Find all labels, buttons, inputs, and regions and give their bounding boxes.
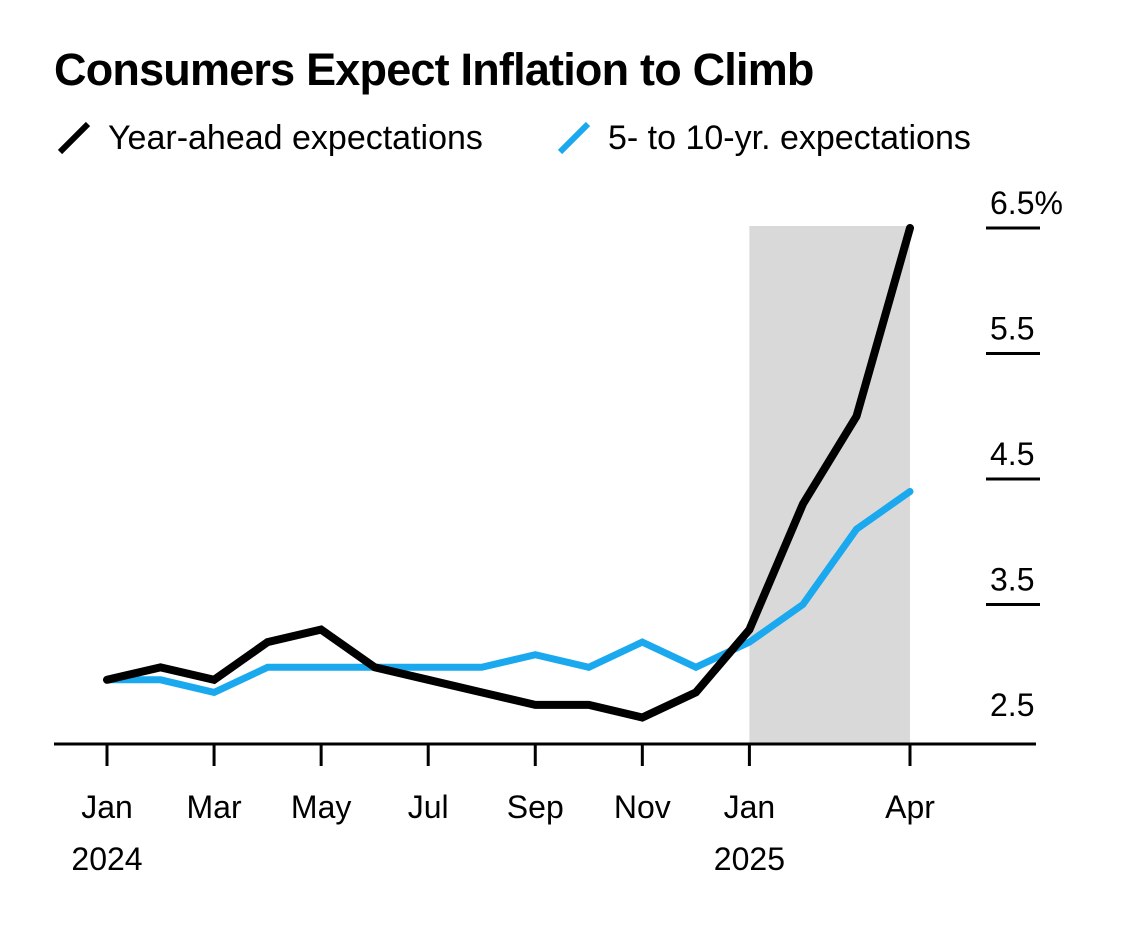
x-tick-label: Jan: [724, 789, 776, 825]
series-line-year-ahead: [103, 224, 914, 722]
y-tick-label: 3.5: [990, 562, 1034, 598]
chart-title: Consumers Expect Inflation to Climb: [54, 44, 814, 95]
x-tick-label: Jul: [408, 789, 449, 825]
x-tick-label: Nov: [614, 789, 671, 825]
x-tick-year-label: 2025: [714, 841, 785, 877]
x-tick-label: May: [291, 789, 351, 825]
x-tick-label: Jan: [81, 789, 133, 825]
y-tick-label: 2.5: [990, 687, 1034, 723]
legend-swatch-long-term: [557, 121, 591, 155]
legend-label-long-term: 5- to 10-yr. expectations: [608, 119, 971, 157]
legend-swatch-year-ahead: [57, 121, 91, 155]
x-tick-year-label: 2024: [71, 841, 142, 877]
y-tick-label: 6.5%: [990, 185, 1063, 221]
series-line-long-term: [103, 488, 914, 697]
x-tick-label: Mar: [187, 789, 242, 825]
legend-label-year-ahead: Year-ahead expectations: [108, 119, 483, 157]
y-tick-label: 5.5: [990, 311, 1034, 347]
x-tick-label: Apr: [885, 789, 935, 825]
y-tick-label: 4.5: [990, 436, 1034, 472]
x-tick-label: Sep: [507, 789, 564, 825]
legend: Year-ahead expectations 5- to 10-yr. exp…: [54, 114, 1054, 162]
